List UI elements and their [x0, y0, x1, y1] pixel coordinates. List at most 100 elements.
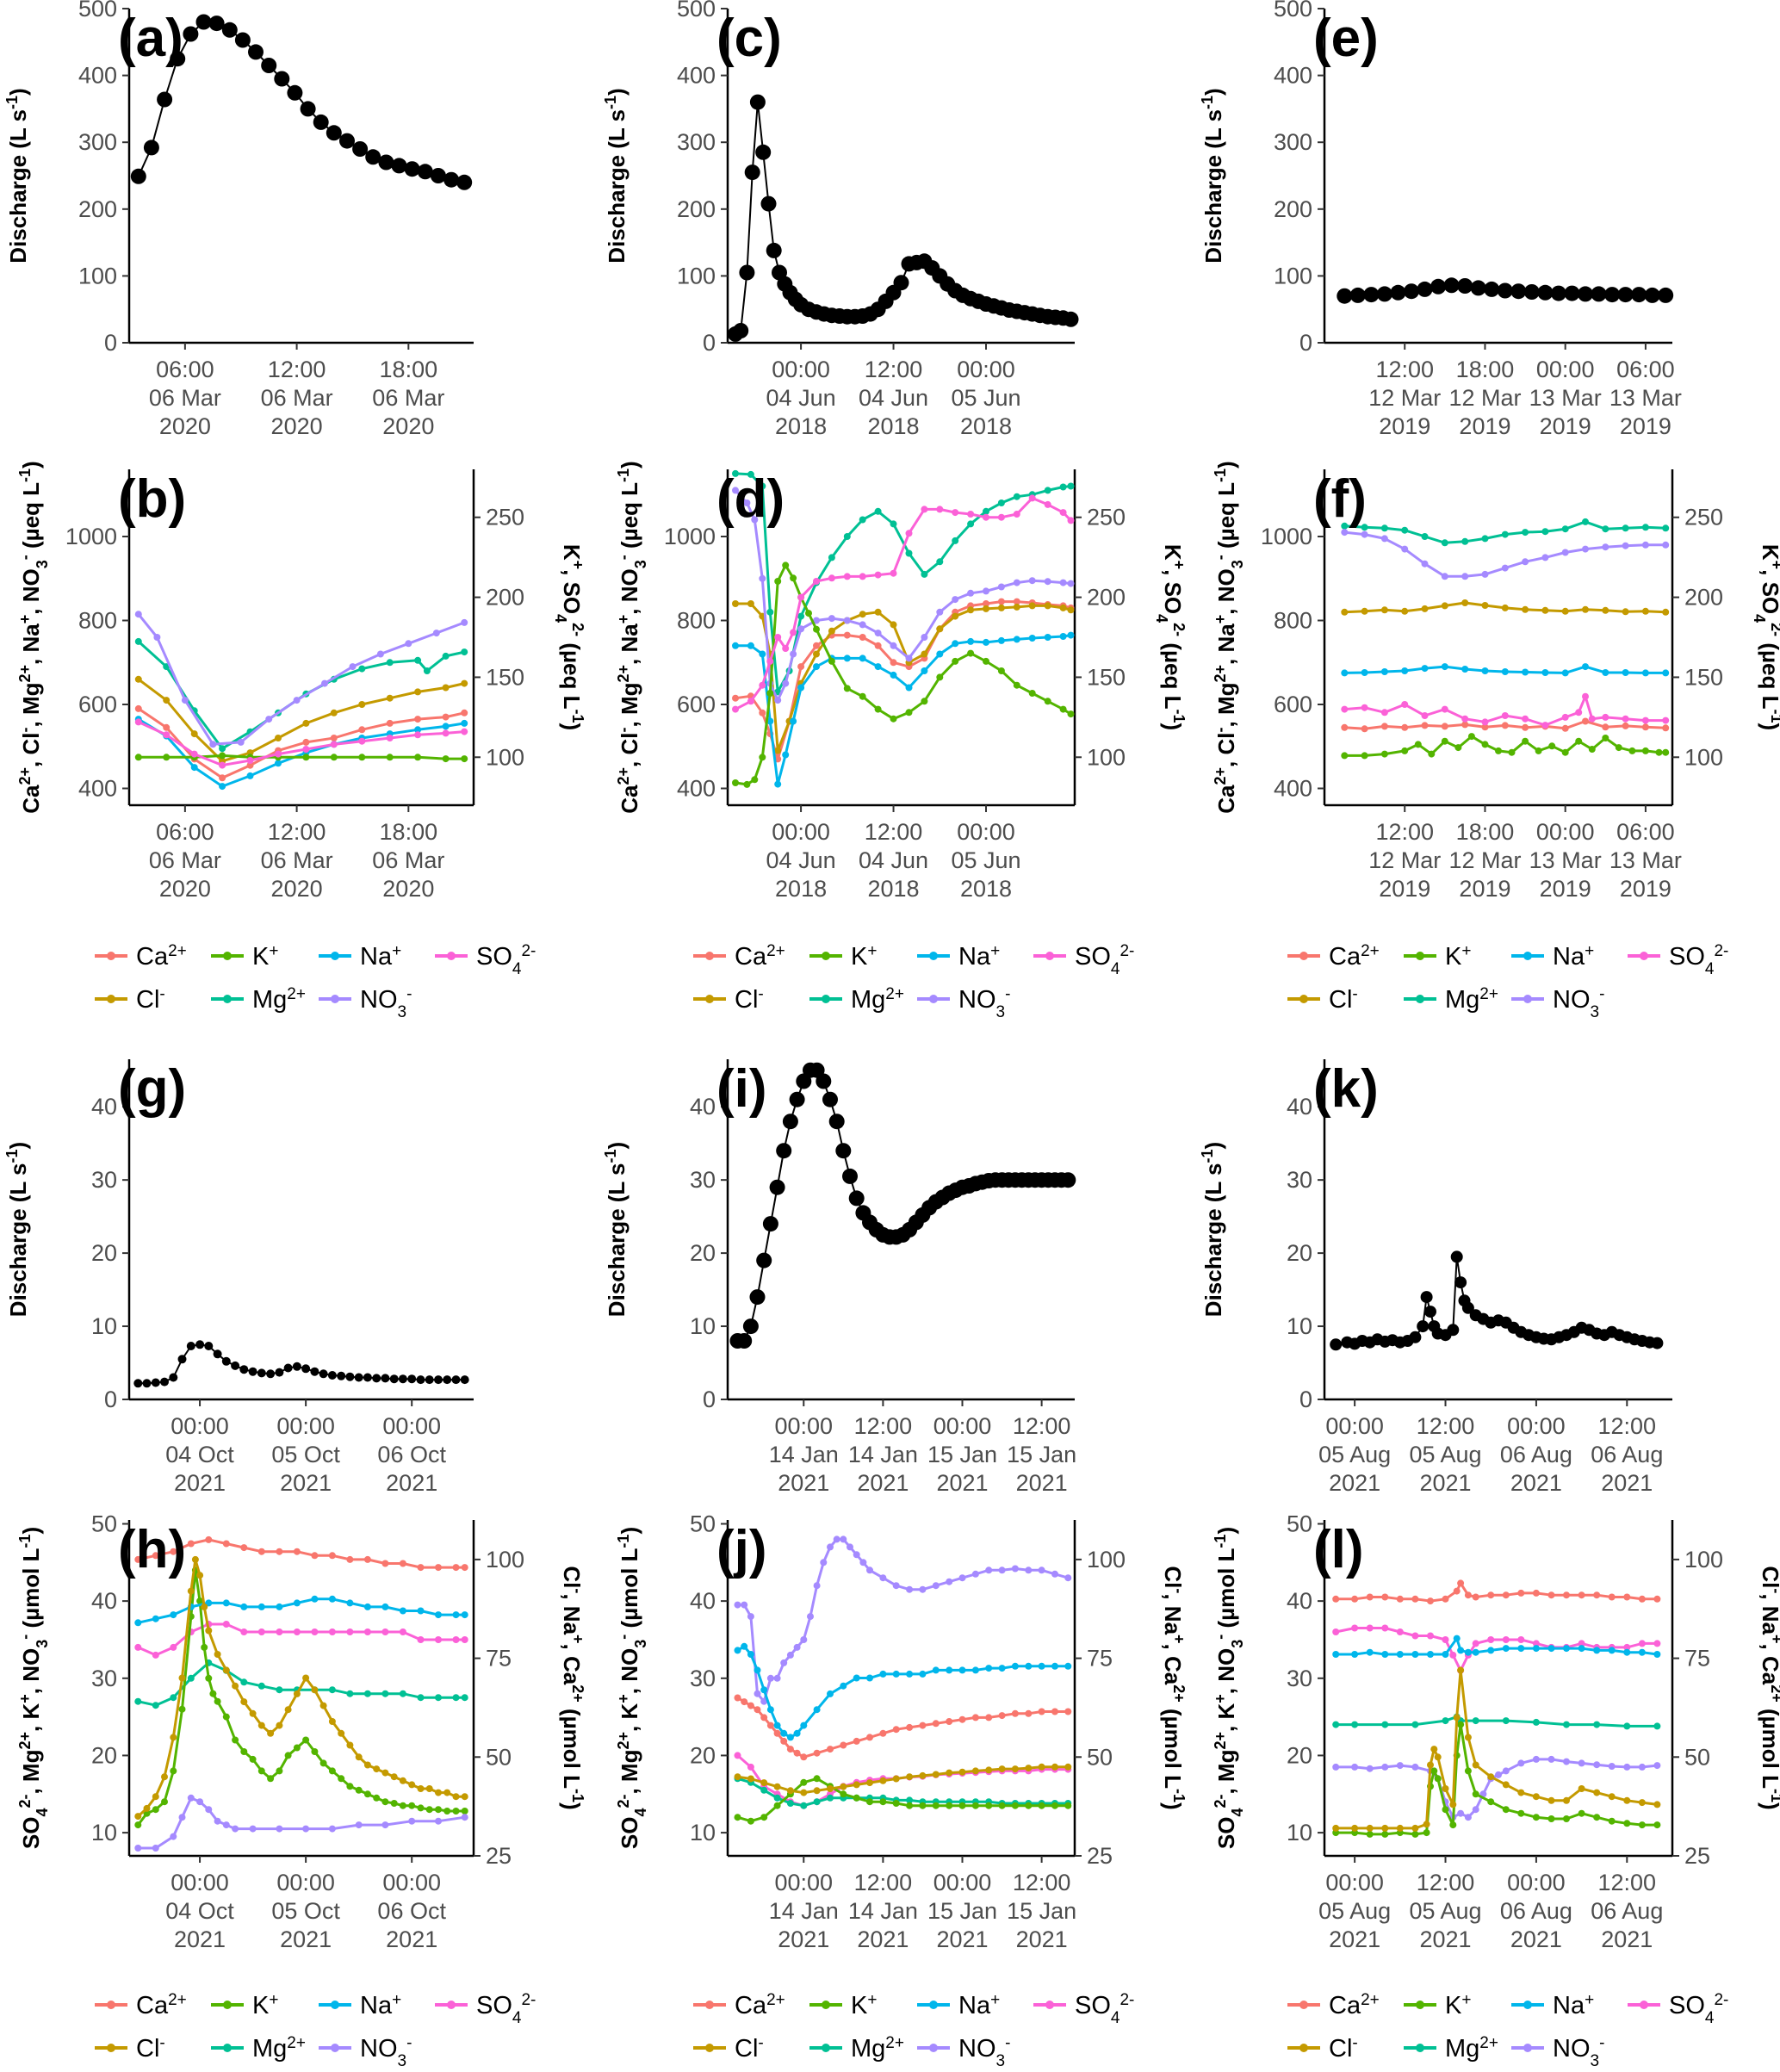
data-point-K	[1013, 681, 1020, 689]
data-point-Discharge	[195, 1340, 205, 1349]
y-axis-title-right: K+, SO42- (µeq L-1)	[1153, 544, 1188, 730]
data-point-Discharge	[398, 1374, 407, 1384]
data-point-K	[1430, 1767, 1438, 1775]
right-tick-label: 200	[486, 585, 524, 611]
data-point-Discharge	[760, 195, 777, 212]
data-point-Discharge	[769, 1179, 785, 1195]
x-tick-label: 2019	[1459, 876, 1510, 902]
data-point-Discharge	[733, 323, 749, 338]
data-point-Mg	[1067, 482, 1075, 490]
unit-close: )	[617, 461, 642, 468]
data-point-Cl	[828, 627, 835, 635]
ion-base: , Mg	[1213, 1750, 1239, 1795]
data-point-K	[1411, 1830, 1419, 1838]
data-point-Cl	[1430, 1746, 1438, 1753]
ion-base: , NO	[617, 568, 642, 614]
y-tick-label: 300	[78, 129, 117, 155]
data-point-NO3	[905, 654, 913, 662]
data-point-Ca	[747, 1702, 754, 1709]
data-point-K	[813, 625, 820, 633]
data-point-Na	[1366, 1648, 1374, 1656]
data-point-NO3	[196, 1798, 204, 1806]
legend-point-SO4	[1640, 952, 1648, 960]
x-tick-label: 06 Aug	[1500, 1442, 1572, 1467]
data-point-Cl	[997, 604, 1005, 611]
data-point-NO3	[1464, 1814, 1472, 1821]
data-point-K	[408, 1802, 416, 1809]
data-point-Cl	[859, 611, 866, 618]
data-point-K	[399, 1802, 406, 1809]
data-point-Discharge	[1420, 1291, 1433, 1304]
legend: Ca2+ K+ Na+ SO42-Cl- Mg2+ NO3-	[95, 942, 536, 1021]
ion-subscript: 3	[34, 1640, 51, 1648]
data-point-Ca	[1351, 1595, 1359, 1603]
legend-ion-base: Mg	[1445, 986, 1479, 1014]
data-point-Na	[1381, 1651, 1389, 1658]
data-point-SO4	[1401, 701, 1409, 708]
data-point-Mg	[442, 652, 450, 660]
legend-point-Na	[929, 2001, 938, 2009]
data-point-Ca	[1464, 1591, 1472, 1599]
data-point-Discharge	[749, 94, 766, 110]
data-point-Ca	[1427, 1597, 1434, 1605]
x-tick-label: 2021	[174, 1470, 226, 1496]
data-point-NO3	[734, 1601, 741, 1609]
data-point-SO4	[452, 1636, 460, 1643]
unit-exponent: -1	[569, 1789, 586, 1802]
data-point-NO3	[408, 1817, 416, 1825]
legend-ion-charge: -	[406, 985, 412, 1003]
y-tick-label: 10	[91, 1313, 117, 1339]
x-tick-label: 12:00	[865, 819, 923, 845]
data-point-Mg	[1059, 483, 1067, 491]
data-point-Mg	[906, 1796, 914, 1804]
data-point-K	[134, 754, 142, 761]
data-point-Na	[311, 1595, 319, 1603]
ion-base: , Cl	[1213, 732, 1239, 766]
data-point-K	[328, 1767, 336, 1775]
data-point-NO3	[890, 642, 897, 649]
data-point-NO3	[1361, 530, 1368, 538]
data-point-Cl	[319, 1702, 327, 1709]
ion-charge: +	[1768, 561, 1780, 570]
legend-ion-charge: 2+	[766, 1991, 785, 2009]
data-point-Cl	[214, 1651, 221, 1658]
ion-base: , NO	[1213, 568, 1239, 614]
y-tick-label: 400	[677, 776, 716, 802]
data-point-NO3	[249, 1825, 257, 1833]
ion-base: , NO	[1213, 1648, 1239, 1694]
data-point-Ca	[1662, 724, 1670, 732]
data-point-K	[1662, 748, 1670, 756]
data-point-Na	[1541, 669, 1549, 676]
data-point-Discharge	[1330, 1338, 1343, 1351]
ion-base: , NO	[617, 1648, 642, 1694]
data-point-Mg	[747, 470, 754, 478]
unit-exponent: -1	[615, 468, 632, 482]
data-point-Discharge	[407, 1374, 417, 1384]
data-point-Na	[1653, 1651, 1661, 1658]
data-point-Na	[760, 1686, 768, 1694]
data-point-NO3	[921, 634, 928, 641]
x-tick-label: 18:00	[380, 357, 438, 382]
x-tick-label: 2019	[1459, 413, 1510, 439]
data-point-Discharge	[755, 144, 772, 160]
data-point-Mg	[1622, 524, 1629, 532]
data-point-SO4	[1461, 715, 1469, 723]
data-point-SO4	[1427, 1632, 1434, 1640]
data-point-Discharge	[300, 101, 316, 117]
data-point-K	[240, 1748, 248, 1755]
data-point-Discharge	[372, 1374, 381, 1383]
data-point-Discharge	[835, 1143, 852, 1159]
data-point-K	[751, 776, 759, 784]
ion-base: , Na	[1758, 1593, 1780, 1635]
data-point-Cl	[1051, 1763, 1058, 1771]
data-point-NO3	[813, 1582, 821, 1590]
data-point-Mg	[759, 482, 766, 490]
data-point-SO4	[828, 574, 835, 582]
data-point-Ca	[800, 1753, 808, 1761]
legend-point-Mg	[1416, 2044, 1424, 2052]
data-point-Na	[293, 1599, 301, 1607]
legend-label-Ca: Ca2+	[1329, 942, 1380, 971]
data-point-Cl	[1028, 602, 1036, 610]
right-tick-label: 150	[1684, 664, 1723, 690]
